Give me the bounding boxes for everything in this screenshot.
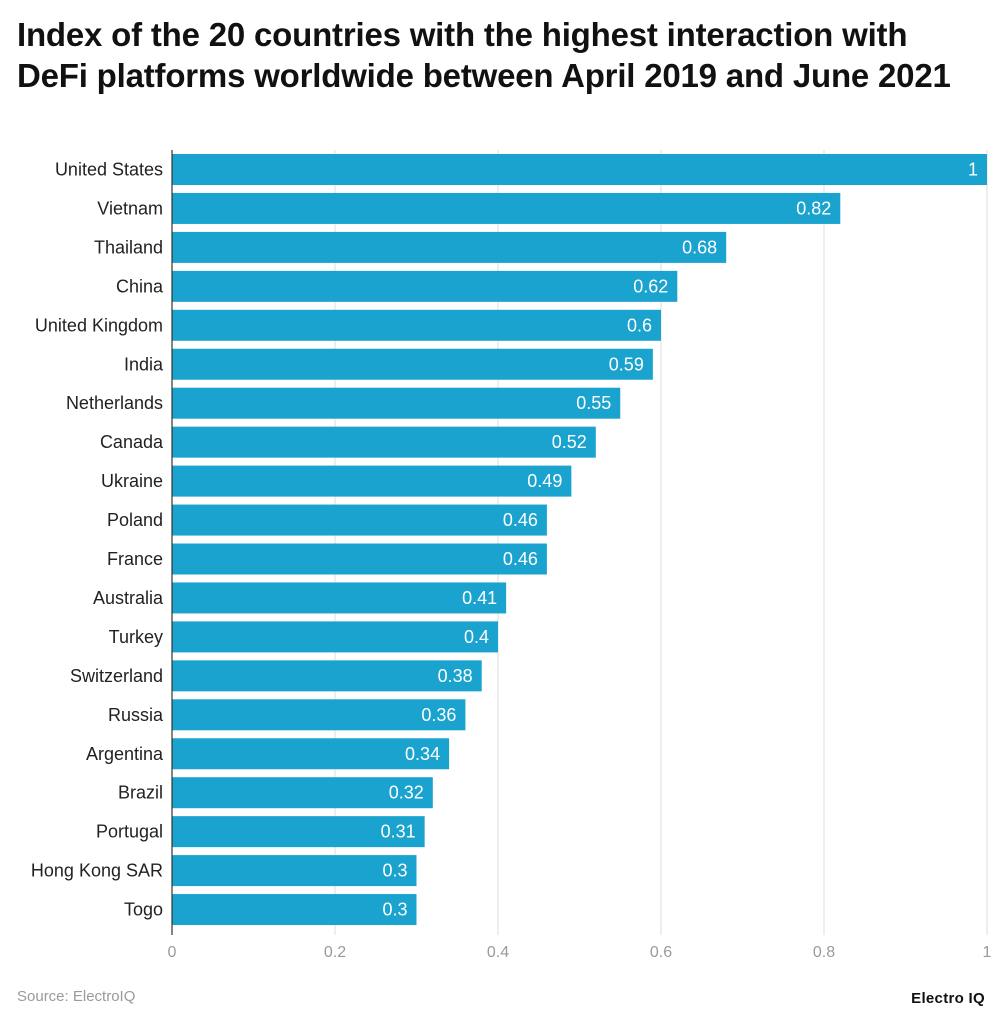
category-label: Argentina <box>86 744 164 764</box>
bar-value-label: 0.82 <box>796 198 831 218</box>
bar-value-label: 0.52 <box>552 432 587 452</box>
x-axis-ticks: 0 0.2 0.4 0.6 0.8 1 <box>168 944 992 961</box>
bar <box>172 621 498 653</box>
bar <box>172 465 572 497</box>
bar <box>172 192 841 224</box>
bar-value-label: 0.46 <box>503 549 538 569</box>
chart-title: Index of the 20 countries with the highe… <box>17 16 951 94</box>
category-label: France <box>107 549 163 569</box>
brand-logo: Electro IQ <box>911 990 985 1007</box>
grid-lines <box>334 150 988 935</box>
category-label: Thailand <box>94 237 163 257</box>
x-tick-label: 0.2 <box>324 944 346 961</box>
bar-value-label: 0.34 <box>405 744 440 764</box>
bar-value-label: 0.3 <box>382 900 407 920</box>
bar-value-label: 0.59 <box>609 354 644 374</box>
category-label: Switzerland <box>70 666 163 686</box>
category-label: Russia <box>108 705 164 725</box>
bar-value-label: 0.38 <box>438 666 473 686</box>
category-label: Hong Kong SAR <box>31 861 163 881</box>
bar-value-label: 0.6 <box>627 315 652 335</box>
bar <box>172 855 417 887</box>
value-labels: 1 0.82 0.68 0.62 0.6 0.59 0.55 0.52 0.49 0.46 0.46… <box>381 160 978 920</box>
bar <box>172 387 621 419</box>
bar <box>172 777 433 809</box>
bar <box>172 270 678 302</box>
category-label: United States <box>55 160 163 180</box>
category-label: Togo <box>124 900 163 920</box>
bar <box>172 894 417 926</box>
x-tick-label: 0.4 <box>487 944 509 961</box>
bar-value-label: 0.3 <box>382 861 407 881</box>
bar-value-label: 0.68 <box>682 237 717 257</box>
bar-value-label: 0.62 <box>633 276 668 296</box>
category-label: Netherlands <box>66 393 163 413</box>
bar <box>172 309 661 341</box>
bar <box>172 504 547 536</box>
category-label: Poland <box>107 510 163 530</box>
bar-value-label: 0.32 <box>389 783 424 803</box>
bar-value-label: 0.41 <box>462 588 497 608</box>
x-tick-label: 0 <box>168 944 177 961</box>
bar-value-label: 1 <box>968 160 978 180</box>
bar <box>172 738 450 770</box>
category-label: Ukraine <box>101 471 163 491</box>
category-label: Brazil <box>118 783 163 803</box>
category-labels: United States Vietnam Thailand China United … <box>31 160 164 920</box>
category-label: United Kingdom <box>35 315 163 335</box>
category-label: Portugal <box>96 822 163 842</box>
bar <box>172 154 987 185</box>
bar-value-label: 0.36 <box>421 705 456 725</box>
category-label: China <box>116 276 164 296</box>
bar-value-label: 0.46 <box>503 510 538 530</box>
category-label: Australia <box>93 588 164 608</box>
bar-value-label: 0.31 <box>381 822 416 842</box>
bar-value-label: 0.55 <box>576 393 611 413</box>
bar-value-label: 0.49 <box>527 471 562 491</box>
bar <box>172 543 547 575</box>
category-label: Canada <box>100 432 164 452</box>
category-label: Vietnam <box>97 198 163 218</box>
bar <box>172 699 466 731</box>
bar <box>172 816 425 848</box>
x-tick-label: 0.8 <box>813 944 835 961</box>
bar <box>172 582 507 614</box>
source-note: Source: ElectroIQ <box>17 988 136 1005</box>
bar-value-label: 0.4 <box>464 627 489 647</box>
bar <box>172 660 482 692</box>
category-label: India <box>124 354 164 374</box>
bars <box>172 154 987 926</box>
bar <box>172 348 653 380</box>
x-tick-label: 1 <box>983 944 992 961</box>
bar <box>172 231 727 263</box>
bar <box>172 426 596 458</box>
x-tick-label: 0.6 <box>650 944 672 961</box>
category-label: Turkey <box>109 627 163 647</box>
